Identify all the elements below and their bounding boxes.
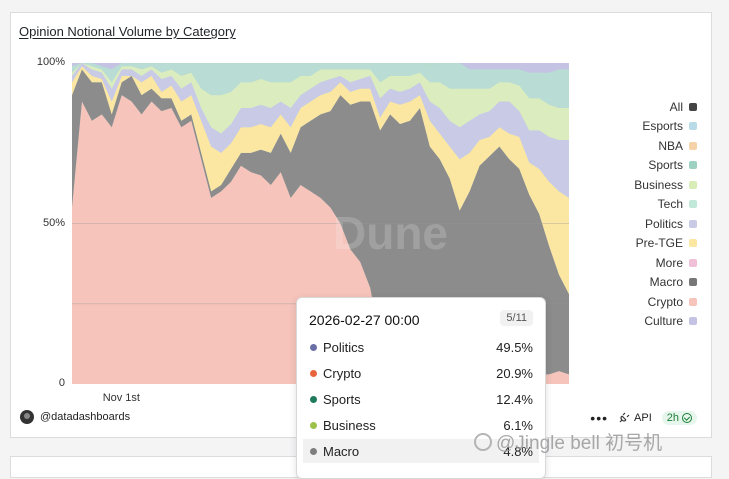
- area-pre-tge[interactable]: [72, 66, 569, 295]
- avatar: [20, 410, 34, 424]
- tooltip-series-name: Crypto: [323, 365, 362, 381]
- legend-label: Business: [634, 177, 683, 192]
- area-culture[interactable]: [72, 63, 569, 73]
- dune-watermark: Dune: [333, 207, 448, 259]
- chart-legend: All Esports NBA Sports Business Tech Politics P…: [601, 97, 711, 331]
- legend-item-politics[interactable]: Politics: [601, 214, 711, 234]
- tooltip-series-name: Macro: [323, 443, 360, 459]
- legend-label: Tech: [657, 197, 683, 212]
- legend-label: Culture: [644, 314, 683, 329]
- tooltip-series-value: 49.5%: [496, 339, 533, 355]
- api-label: API: [634, 412, 652, 424]
- tooltip-series-name: Sports: [323, 391, 361, 407]
- legend-swatch: [689, 102, 697, 111]
- legend-item-all[interactable]: All: [601, 97, 711, 117]
- author[interactable]: @datadashboards: [20, 410, 130, 424]
- tooltip-series-value: 12.4%: [496, 391, 533, 407]
- author-name: @datadashboards: [40, 411, 131, 423]
- freshness-badge[interactable]: 2h: [661, 411, 697, 425]
- legend-item-sports[interactable]: Sports: [601, 156, 711, 176]
- legend-item-more[interactable]: More: [601, 253, 711, 273]
- tooltip-dot: [310, 421, 317, 429]
- area-politics[interactable]: [72, 63, 569, 198]
- tooltip-series-value: 6.1%: [503, 417, 533, 433]
- page-watermark-text: @Jingle bell 初号机: [496, 433, 663, 454]
- more-options-icon[interactable]: •••: [590, 410, 609, 426]
- tooltip-row: Politics 49.5%: [303, 335, 539, 359]
- legend-swatch: [689, 317, 697, 326]
- legend-label: Politics: [644, 216, 683, 231]
- chart-title[interactable]: Opinion Notional Volume by Category: [19, 24, 236, 39]
- legend-swatch: [689, 141, 697, 150]
- tooltip-dot: [310, 395, 317, 403]
- area-business[interactable]: [72, 63, 569, 141]
- tooltip-series-value: 4.8%: [503, 443, 533, 459]
- legend-swatch: [689, 278, 697, 287]
- tooltip-row: Macro 4.8%: [303, 439, 539, 463]
- y-tick-label: 100%: [36, 56, 65, 68]
- y-tick-label: 50%: [42, 216, 65, 229]
- chart-tooltip: 2026-02-27 00:00 5/11 Politics 49.5% Crypt…: [296, 297, 546, 479]
- legend-swatch: [689, 239, 697, 248]
- area-crypto[interactable]: [72, 95, 569, 384]
- legend-label: Macro: [649, 275, 683, 290]
- tooltip-row: Business 6.1%: [303, 413, 539, 437]
- tooltip-dot: [310, 343, 317, 351]
- check-icon: [682, 413, 692, 423]
- tooltip-series-name: Politics: [323, 339, 365, 355]
- legend-item-esports[interactable]: Esports: [601, 117, 711, 137]
- legend-label: Esports: [642, 119, 683, 134]
- plug-icon: [619, 412, 630, 423]
- tooltip-dot: [310, 369, 317, 377]
- legend-label: NBA: [658, 138, 683, 153]
- weibo-icon: [474, 432, 492, 451]
- tooltip-date: 2026-02-27 00:00: [309, 312, 420, 328]
- legend-label: More: [655, 255, 683, 270]
- legend-item-pre-tge[interactable]: Pre-TGE: [601, 234, 711, 254]
- tooltip-row: Crypto 20.9%: [303, 361, 539, 385]
- footer-actions: ••• API 2h: [590, 410, 697, 426]
- legend-swatch: [689, 122, 697, 131]
- legend-swatch: [689, 297, 697, 306]
- legend-label: Pre-TGE: [635, 236, 683, 251]
- legend-item-business[interactable]: Business: [601, 175, 711, 195]
- legend-item-tech[interactable]: Tech: [601, 195, 711, 215]
- legend-item-crypto[interactable]: Crypto: [601, 292, 711, 312]
- legend-item-culture[interactable]: Culture: [601, 312, 711, 332]
- legend-swatch: [689, 161, 697, 170]
- area-sports[interactable]: [72, 63, 569, 108]
- tooltip-dot: [310, 447, 317, 455]
- legend-swatch: [689, 258, 697, 267]
- freshness-label: 2h: [666, 412, 679, 424]
- api-button[interactable]: API: [618, 412, 652, 424]
- legend-swatch: [689, 219, 697, 228]
- page-watermark: @Jingle bell 初号机: [474, 428, 662, 455]
- legend-swatch: [689, 180, 697, 189]
- legend-label: Crypto: [647, 294, 683, 309]
- legend-label: All: [669, 99, 683, 114]
- y-tick-label: 0: [58, 377, 65, 389]
- legend-swatch: [689, 200, 697, 209]
- tooltip-series-value: 20.9%: [496, 365, 533, 381]
- tooltip-page: 5/11: [500, 310, 533, 326]
- x-tick-label: Nov 1st: [102, 392, 140, 404]
- tooltip-row: Sports 12.4%: [303, 387, 539, 411]
- legend-label: Sports: [648, 158, 683, 173]
- legend-item-nba[interactable]: NBA: [601, 136, 711, 156]
- legend-item-macro[interactable]: Macro: [601, 273, 711, 293]
- tooltip-series-name: Business: [323, 417, 376, 433]
